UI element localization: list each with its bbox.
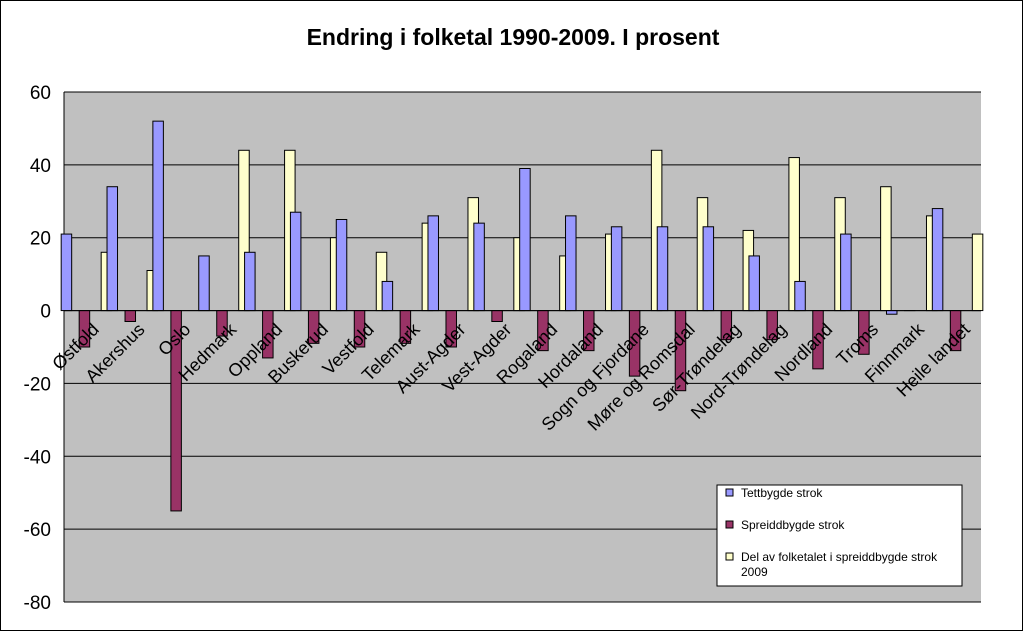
legend-label-tettbygde: Tettbygde strok xyxy=(741,486,823,500)
bar-tettbygde-strok-oppland xyxy=(244,251,256,312)
bar-tettbygde-strok-akershus xyxy=(106,186,119,312)
y-tick-label: 40 xyxy=(30,156,51,177)
bar-tettbygde-strok-buskerud xyxy=(289,211,302,312)
legend-swatch-tettbygde xyxy=(725,488,734,497)
legend: Tettbygde strok Spreiddbygde strok Del a… xyxy=(716,484,963,587)
bar-tettbygde-strok-telemark xyxy=(381,280,394,312)
y-tick-label: -20 xyxy=(24,374,51,395)
bar-tettbygde-strok-more-og-romsdal xyxy=(656,226,669,312)
bars xyxy=(60,120,984,512)
bar-tettbygde-strok-vest-agder xyxy=(473,222,485,312)
bar-tettbygde-strok-hordaland xyxy=(565,215,577,312)
bar-del-av-folketalet-i-spreiddbygde-strok-2009-heile-landet xyxy=(971,233,984,312)
bar-tettbygde-strok-rogaland xyxy=(519,168,531,312)
bar-tettbygde-strok-oslo xyxy=(152,120,164,312)
bar-tettbygde-strok-sor-trondelag xyxy=(702,226,715,312)
bar-tettbygde-strok-vestfold xyxy=(335,219,348,312)
bar-tettbygde-strok-aust-agder xyxy=(427,215,439,312)
bar-tettbygde-strok-ostfold xyxy=(60,233,73,312)
y-tick-label: -60 xyxy=(24,520,51,541)
legend-label-del-av-folketalet: Del av folketalet i spreiddbygde strok 2… xyxy=(741,550,940,579)
bar-tettbygde-strok-heile-landet xyxy=(931,208,944,312)
bar-tettbygde-strok-finnmark xyxy=(885,310,898,315)
bar-tettbygde-strok-hedmark xyxy=(198,255,210,312)
y-tick-label: -40 xyxy=(24,447,51,468)
y-tick-label: -80 xyxy=(24,593,51,614)
chart-title: Endring i folketal 1990-2009. I prosent xyxy=(307,24,720,50)
bar-tettbygde-strok-troms xyxy=(840,233,852,312)
bar-tettbygde-strok-nord-trondelag xyxy=(748,255,760,312)
bar-tettbygde-strok-sogn-og-fjordane xyxy=(610,226,623,312)
legend-box xyxy=(716,484,963,587)
legend-swatch-del-av-folketalet xyxy=(725,552,734,561)
legend-swatch-spreiddbygde xyxy=(725,520,734,529)
legend-label-spreiddbygde: Spreiddbygde strok xyxy=(741,518,845,532)
y-tick-label: 0 xyxy=(40,302,51,323)
y-tick-label: 60 xyxy=(30,83,51,104)
bar-del-av-folketalet-i-spreiddbygde-strok-2009-troms xyxy=(880,186,892,312)
bar-tettbygde-strok-nordland xyxy=(794,280,806,312)
y-tick-label: 20 xyxy=(30,229,51,250)
y-axis-ticks: 60 40 20 0 -20 -40 -60 -80 xyxy=(24,83,51,614)
